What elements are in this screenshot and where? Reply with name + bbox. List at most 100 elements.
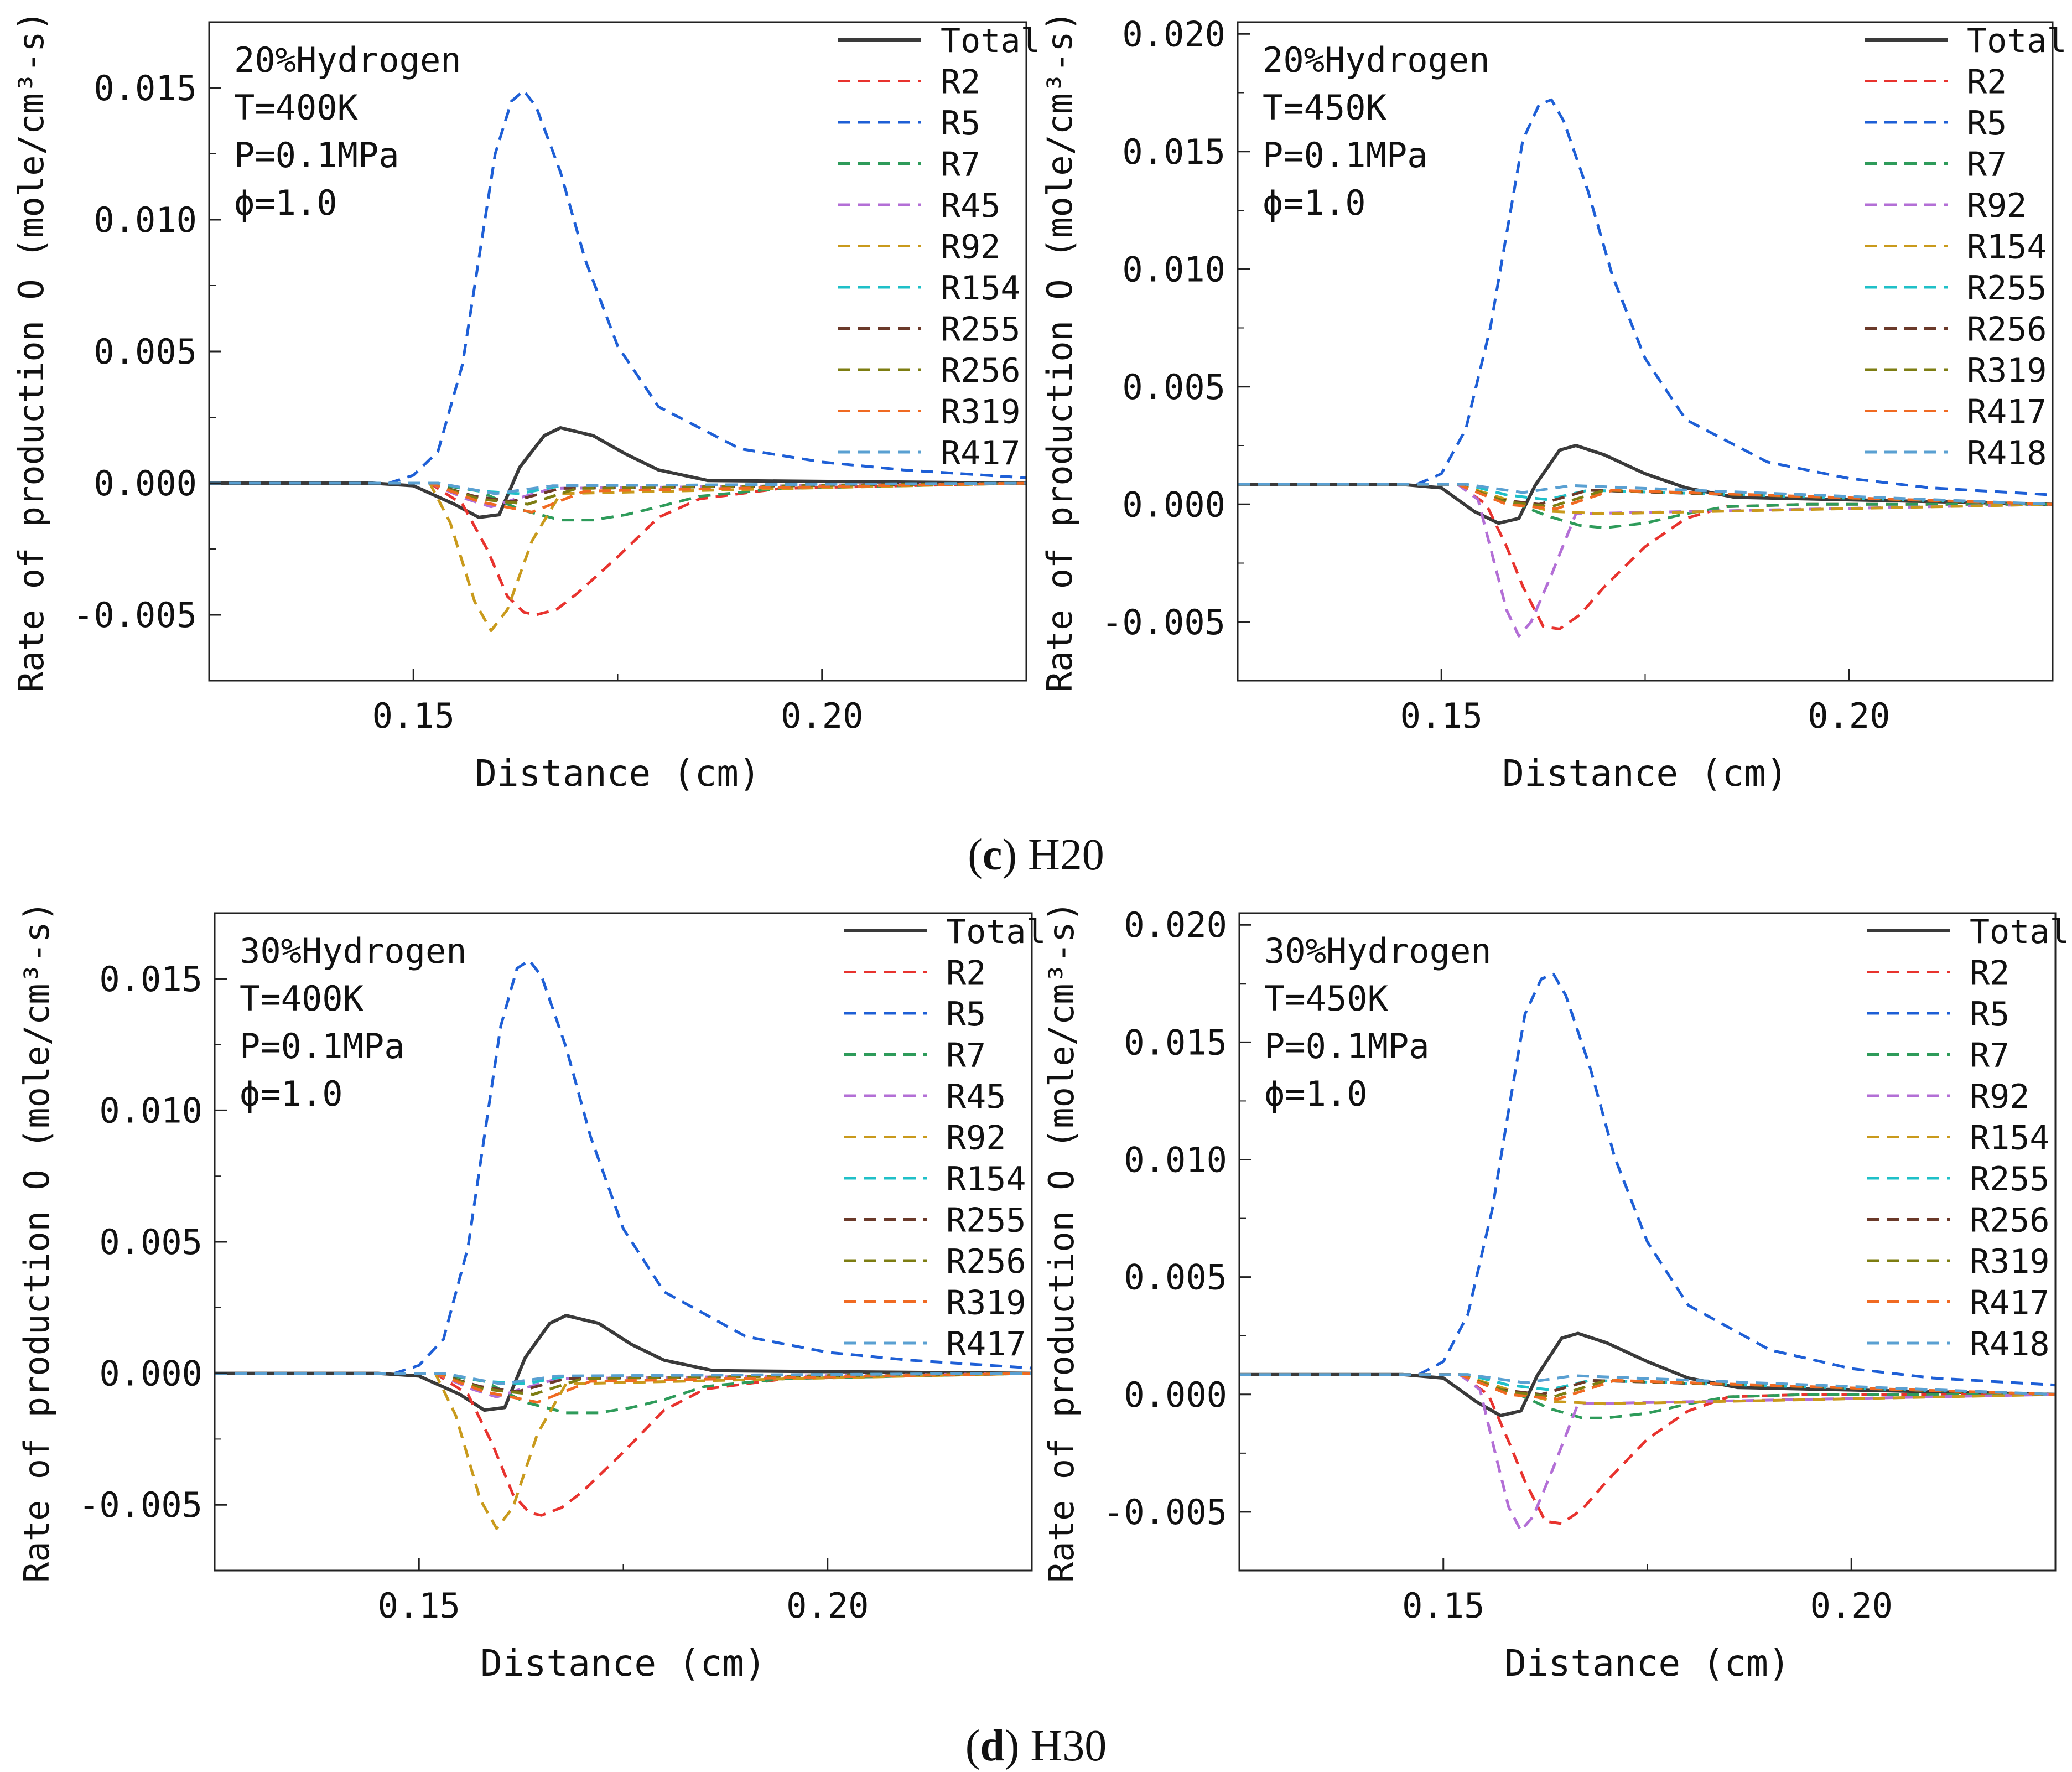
annotation-line: ϕ=1.0 bbox=[1263, 183, 1366, 223]
series-line-r92 bbox=[1238, 483, 2053, 638]
legend-label: R92 bbox=[941, 228, 1000, 267]
legend-label: R418 bbox=[1970, 1325, 2050, 1364]
legend-label: R319 bbox=[1967, 351, 2047, 390]
y-tick-label: 0.000 bbox=[94, 463, 197, 504]
series-line-r2 bbox=[1239, 1373, 2055, 1525]
legend-label: R256 bbox=[946, 1242, 1026, 1281]
y-tick-label: 0.005 bbox=[1122, 367, 1225, 407]
caption-d: (d) H30 bbox=[965, 1722, 1107, 1770]
y-tick-label: 0.000 bbox=[1124, 1375, 1227, 1415]
annotation-line: T=450K bbox=[1263, 87, 1387, 128]
legend-label: R256 bbox=[1970, 1201, 2050, 1240]
legend-label: R256 bbox=[941, 351, 1021, 390]
series-line-total bbox=[1239, 1331, 2055, 1417]
x-tick-label: 0.15 bbox=[378, 1586, 460, 1626]
y-tick-label: -0.005 bbox=[1102, 602, 1225, 643]
legend-label: R319 bbox=[946, 1284, 1026, 1323]
caption-c-text: H20 bbox=[1017, 831, 1104, 879]
legend-label: R45 bbox=[946, 1077, 1006, 1116]
annotation-line: T=400K bbox=[240, 978, 364, 1019]
series-line-r7 bbox=[1239, 1373, 2055, 1419]
annotation-line: T=400K bbox=[234, 87, 359, 128]
series-line-total bbox=[209, 426, 1026, 519]
legend-label: Total bbox=[946, 913, 1046, 951]
legend-label: R417 bbox=[946, 1325, 1026, 1364]
series-line-total bbox=[1238, 444, 2053, 525]
plot-area bbox=[1239, 972, 2055, 1532]
annotation-line: P=0.1MPa bbox=[234, 135, 399, 175]
legend-label: R7 bbox=[1967, 146, 2007, 184]
x-axis-label: Distance (cm) bbox=[1502, 752, 1788, 795]
series-line-r417 bbox=[209, 481, 1026, 495]
series-line-r418 bbox=[1239, 1373, 2055, 1396]
series-line-r5 bbox=[209, 89, 1026, 485]
annotation-line: ϕ=1.0 bbox=[234, 183, 337, 223]
series-line-r319 bbox=[209, 481, 1026, 514]
legend-label: R92 bbox=[1967, 186, 2027, 225]
annotation-line: P=0.1MPa bbox=[1264, 1026, 1430, 1066]
legend-label: Total bbox=[1970, 913, 2070, 951]
chart-d-left: -0.005 0.000 0.005 0.010 0.015 0.15 0.20 Distan… bbox=[17, 901, 1046, 1685]
series-line-r7 bbox=[1238, 483, 2053, 530]
series-line-r2 bbox=[1238, 483, 2053, 630]
y-tick-label: 0.015 bbox=[1124, 1022, 1227, 1063]
legend-label: R2 bbox=[941, 63, 980, 102]
legend-label: R45 bbox=[941, 186, 1000, 225]
chart-c-right: -0.005 0.000 0.005 0.010 0.015 0.020 0.15 0.20 D… bbox=[1040, 11, 2067, 795]
annotation-line: 30%Hydrogen bbox=[240, 931, 467, 971]
legend-label: Total bbox=[1967, 22, 2067, 60]
legend-label: R7 bbox=[941, 146, 980, 184]
y-tick-label: 0.005 bbox=[99, 1222, 202, 1262]
series-line-total bbox=[215, 1314, 1032, 1412]
y-tick-label: 0.020 bbox=[1122, 14, 1225, 54]
series-line-r417 bbox=[215, 1372, 1032, 1386]
series-line-r5 bbox=[215, 959, 1032, 1375]
legend-label: R417 bbox=[941, 434, 1021, 473]
series-line-r418 bbox=[1238, 483, 2053, 506]
y-tick-label: 0.015 bbox=[1122, 132, 1225, 172]
legend-label: R7 bbox=[1970, 1037, 2009, 1075]
legend-label: R154 bbox=[941, 269, 1021, 308]
series-line-r5 bbox=[1239, 972, 2055, 1387]
x-axis-label: Distance (cm) bbox=[475, 752, 761, 795]
y-tick-label: 0.005 bbox=[94, 331, 197, 372]
legend-label: R92 bbox=[1970, 1077, 2029, 1116]
x-tick-label: 0.20 bbox=[1808, 696, 1890, 736]
series-line-r2 bbox=[215, 1372, 1032, 1517]
annotation-line: 20%Hydrogen bbox=[1263, 40, 1490, 80]
y-tick-label: 0.010 bbox=[1122, 249, 1225, 289]
y-tick-label: 0.010 bbox=[99, 1090, 202, 1131]
series-line-r92 bbox=[215, 1372, 1032, 1530]
legend-label: R154 bbox=[1967, 228, 2047, 267]
chart-c-left: -0.005 0.000 0.005 0.010 0.015 0.15 0.20 Distan… bbox=[11, 11, 1041, 795]
legend-label: R255 bbox=[946, 1201, 1026, 1240]
caption-d-letter: d bbox=[980, 1722, 1005, 1770]
plot-area bbox=[209, 89, 1026, 633]
y-axis-label: Rate of production O (mole/cm³-s) bbox=[17, 901, 57, 1583]
x-tick-label: 0.20 bbox=[786, 1586, 869, 1626]
series-line-r5 bbox=[1238, 98, 2053, 496]
legend-label: R255 bbox=[1970, 1160, 2050, 1199]
y-axis-label: Rate of production O (mole/cm³-s) bbox=[1040, 11, 1080, 692]
y-tick-label: -0.005 bbox=[73, 595, 197, 635]
legend-label: R7 bbox=[946, 1037, 986, 1075]
series-line-r319 bbox=[215, 1372, 1032, 1404]
annotation-line: P=0.1MPa bbox=[1263, 135, 1428, 175]
series-line-r2 bbox=[209, 481, 1026, 616]
y-tick-label: 0.005 bbox=[1124, 1257, 1227, 1298]
legend-label: R319 bbox=[941, 393, 1021, 432]
annotation-line: 30%Hydrogen bbox=[1264, 931, 1492, 971]
legend-label: R417 bbox=[1967, 393, 2047, 432]
y-tick-label: -0.005 bbox=[79, 1485, 202, 1525]
series-line-r7 bbox=[209, 481, 1026, 522]
y-tick-label: 0.015 bbox=[94, 68, 197, 108]
y-tick-label: 0.010 bbox=[1124, 1140, 1227, 1180]
x-tick-label: 0.15 bbox=[372, 696, 455, 736]
caption-c: (c) H20 bbox=[968, 831, 1104, 879]
annotation-line: ϕ=1.0 bbox=[1264, 1074, 1368, 1114]
legend-label: R154 bbox=[1970, 1119, 2050, 1158]
x-axis-label: Distance (cm) bbox=[480, 1642, 766, 1685]
y-tick-label: 0.010 bbox=[94, 200, 197, 240]
annotation-line: T=450K bbox=[1264, 978, 1389, 1019]
series-line-r7 bbox=[215, 1372, 1032, 1415]
